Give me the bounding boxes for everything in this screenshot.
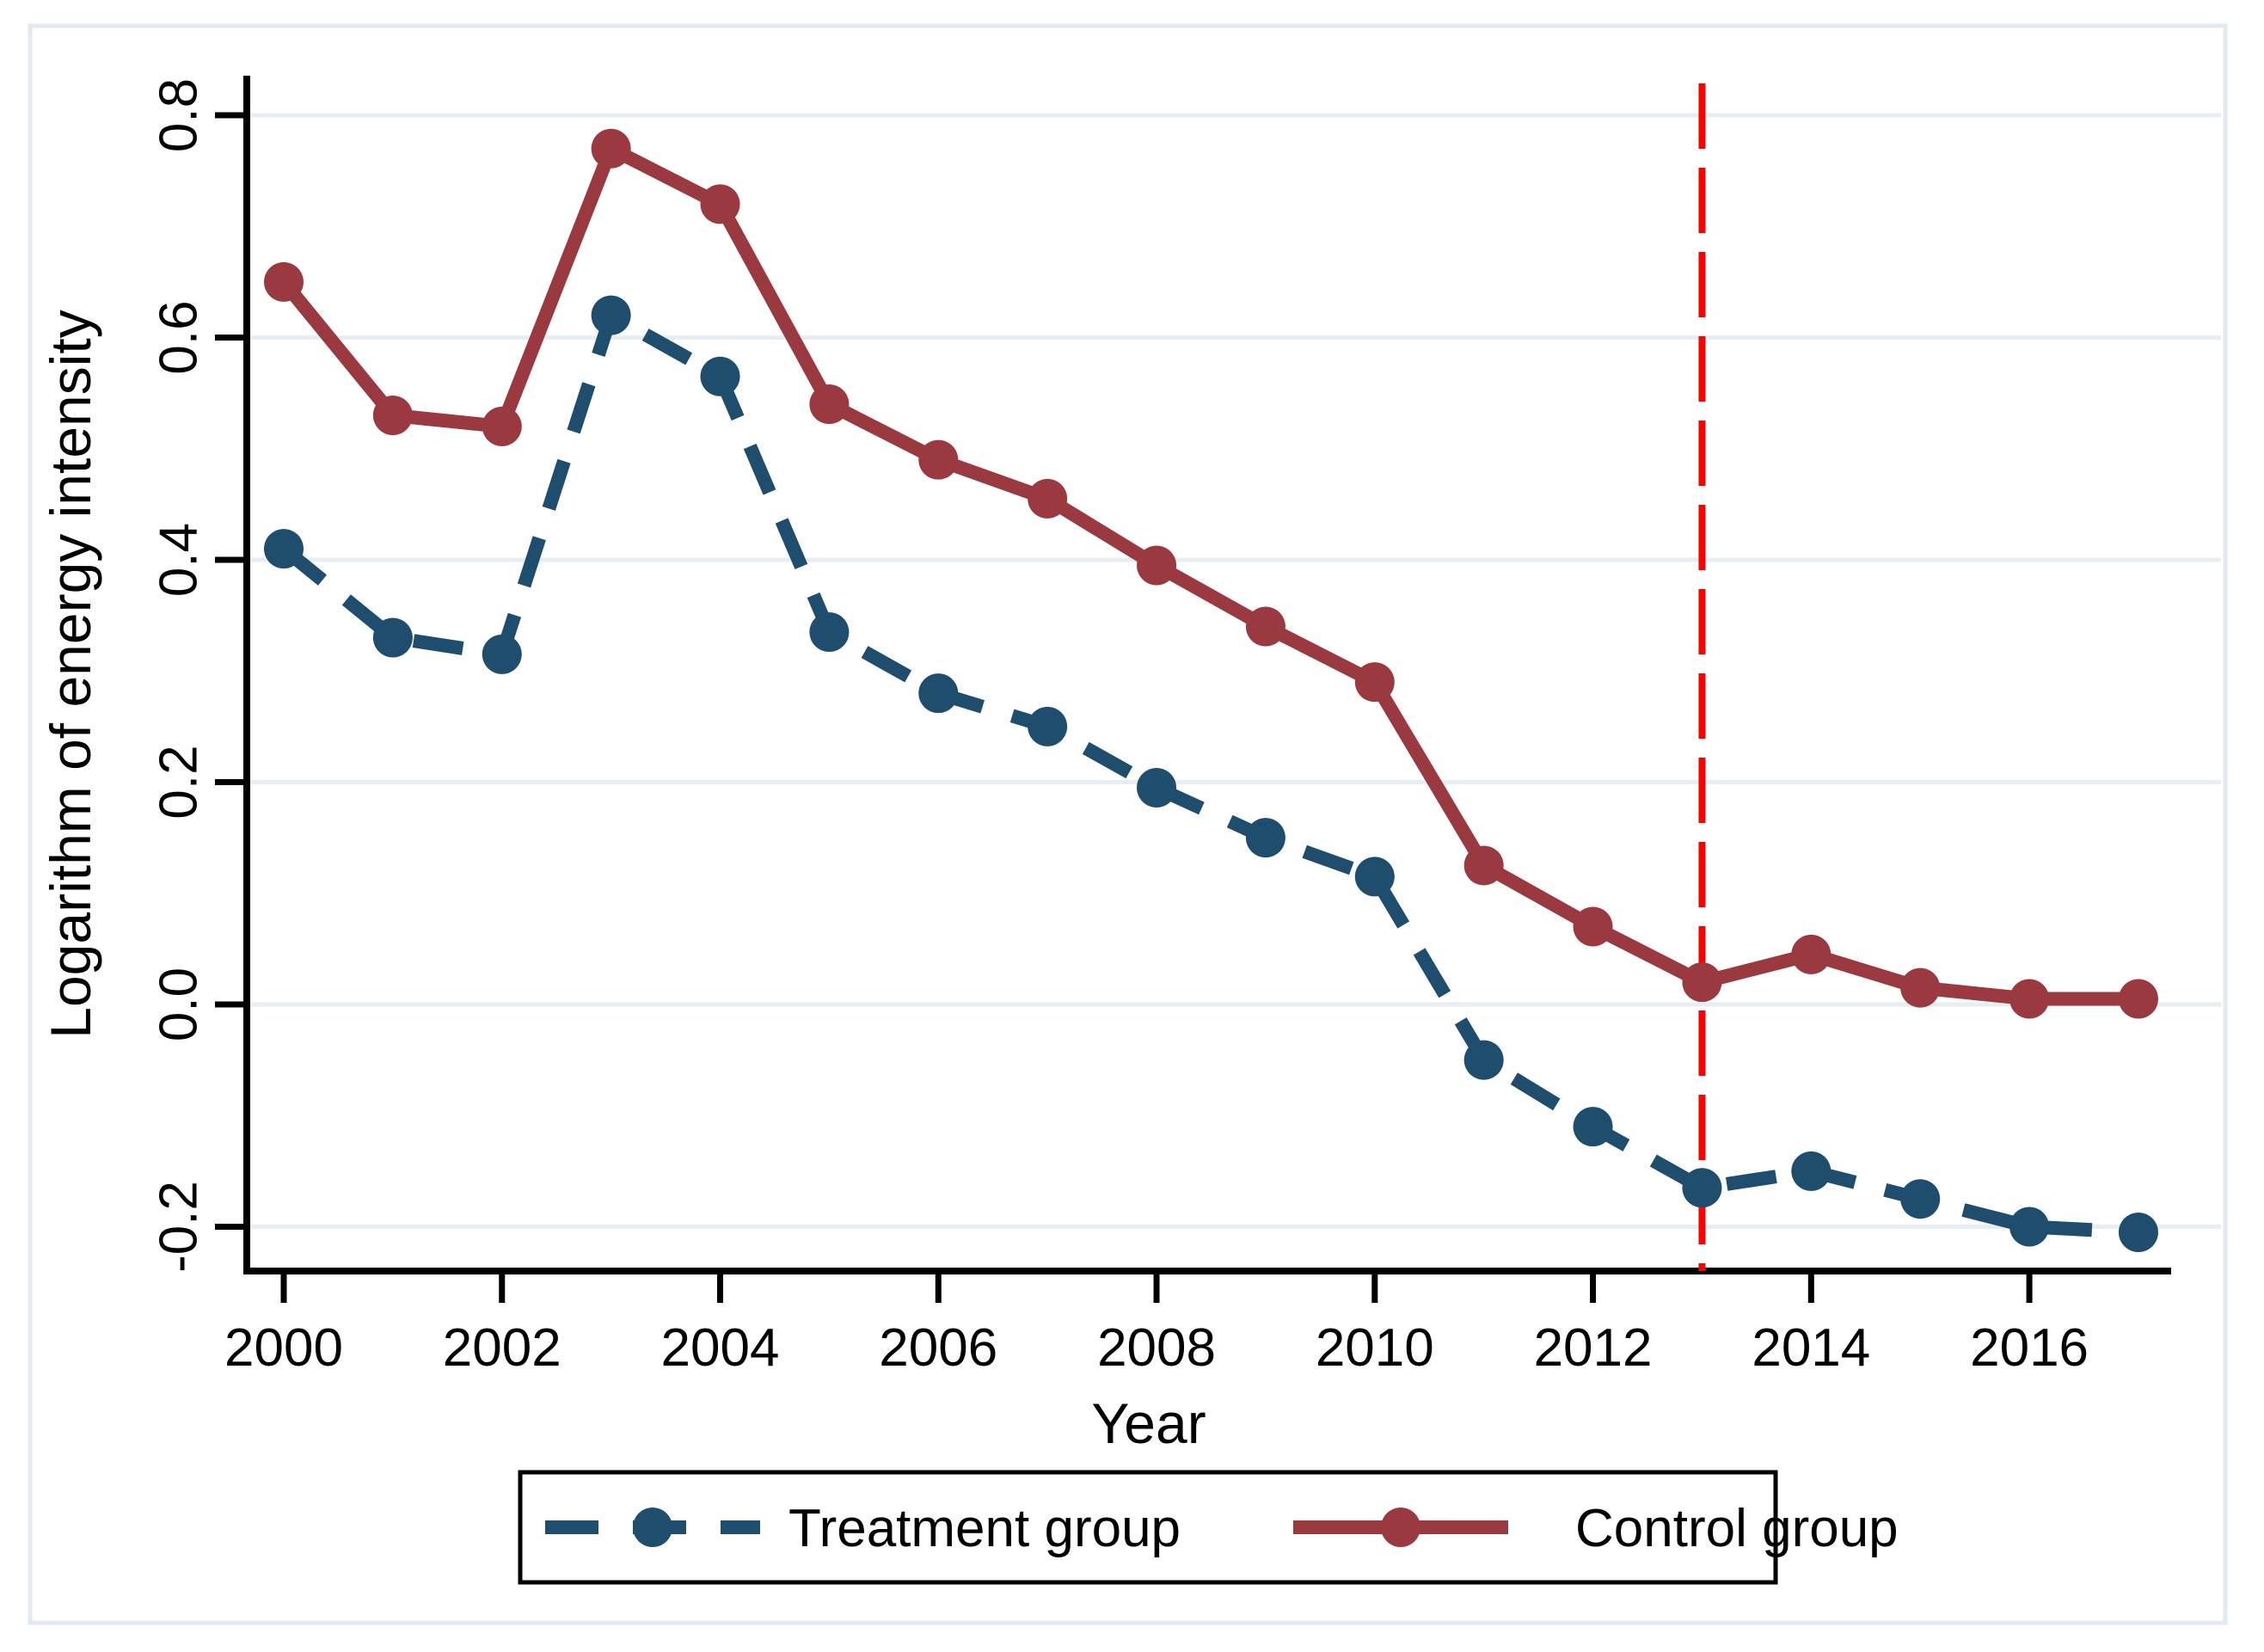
x-tick-label: 2014 <box>1752 1318 1870 1378</box>
y-tick-label: 0.4 <box>150 523 209 597</box>
y-tick-label: 0.6 <box>150 300 209 374</box>
control-group-marker <box>1354 662 1395 703</box>
treatment-group-marker <box>1028 706 1068 746</box>
legend-control-marker <box>1381 1508 1420 1547</box>
control-group-marker <box>372 395 413 435</box>
treatment-group-marker <box>2009 1207 2050 1247</box>
x-tick-label: 2010 <box>1316 1318 1434 1378</box>
legend-control-label: Control group <box>1575 1499 1899 1558</box>
x-tick-label: 2000 <box>224 1318 343 1378</box>
x-tick-label: 2012 <box>1534 1318 1653 1378</box>
treatment-group-marker <box>918 673 959 714</box>
control-group-marker <box>1682 962 1722 1003</box>
treatment-group-marker <box>1573 1107 1613 1147</box>
x-tick-label: 2002 <box>443 1318 561 1378</box>
control-group-marker <box>1791 934 1831 974</box>
treatment-group-marker <box>1245 818 1285 858</box>
y-tick-label: 0.8 <box>150 78 209 152</box>
control-group-marker <box>1137 545 1177 586</box>
control-group-line <box>278 138 2138 1006</box>
control-group-marker <box>591 128 631 169</box>
control-group-marker <box>2118 979 2158 1019</box>
treatment-group-marker <box>1463 1040 1504 1080</box>
x-tick-label: 2016 <box>1970 1318 2089 1378</box>
y-tick-label: 0.2 <box>150 745 209 819</box>
control-group-marker <box>1245 606 1285 647</box>
treatment-group-marker <box>700 356 740 396</box>
figure-border <box>28 23 2228 1625</box>
x-tick-label: 2008 <box>1097 1318 1216 1378</box>
control-group-marker <box>809 384 850 425</box>
control-group-marker <box>918 439 959 480</box>
legend-treatment-label: Treatment group <box>788 1499 1181 1558</box>
control-group-marker <box>1900 967 1941 1008</box>
control-group-marker <box>1463 845 1504 886</box>
x-axis-title: Year <box>1091 1391 1206 1455</box>
x-tick-label: 2006 <box>879 1318 997 1378</box>
treatment-group-marker <box>809 612 850 653</box>
treatment-group-line <box>279 304 2139 1239</box>
treatment-group-marker <box>1791 1151 1831 1191</box>
control-group-marker <box>1573 906 1613 947</box>
treatment-group-marker <box>1682 1168 1722 1208</box>
treatment-group-marker <box>1900 1179 1941 1219</box>
treatment-group-marker <box>482 634 522 674</box>
treatment-group-marker <box>372 617 413 658</box>
legend-treatment-marker <box>633 1508 672 1547</box>
x-tick-label: 2004 <box>661 1318 780 1378</box>
treatment-group-marker <box>264 529 304 569</box>
treatment-group-marker <box>591 295 631 335</box>
y-tick-label: -0.2 <box>150 1181 209 1273</box>
control-group-marker <box>700 184 740 224</box>
control-group-marker <box>1028 478 1068 519</box>
y-tick-label: 0.0 <box>150 967 209 1041</box>
y-axis-title: Logarithm of energy intensity <box>39 310 102 1038</box>
treatment-group-marker <box>2118 1212 2158 1252</box>
control-group-marker <box>2009 979 2050 1019</box>
treatment-group-marker <box>1354 857 1395 897</box>
control-group-marker <box>482 406 522 446</box>
control-group-marker <box>264 261 304 302</box>
treatment-group-marker <box>1137 767 1177 808</box>
